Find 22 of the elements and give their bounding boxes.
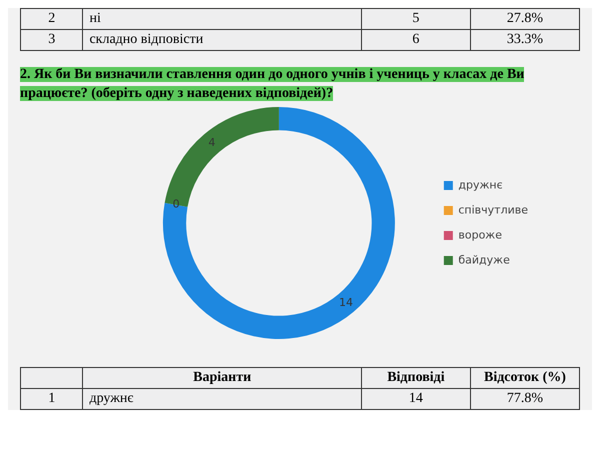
text: ні bbox=[82, 8, 362, 30]
text: дружнє bbox=[82, 388, 362, 410]
text: 2 bbox=[20, 8, 83, 30]
text: Відповіді bbox=[361, 368, 470, 388]
text: Відсоток (%) bbox=[470, 368, 580, 388]
text: 1 bbox=[20, 388, 83, 410]
text: складно відповісти bbox=[82, 30, 362, 50]
text: 33.3% bbox=[470, 30, 580, 50]
text: 3 bbox=[20, 30, 83, 50]
data-label: 14 bbox=[339, 296, 354, 309]
legend-label: дружнє bbox=[458, 178, 503, 192]
data-label: 4 bbox=[208, 136, 216, 149]
legend-label: байдуже bbox=[458, 253, 510, 266]
text: 6 bbox=[361, 30, 470, 50]
text: Варіанти bbox=[82, 368, 362, 388]
chart-title: 2. Як би Ви визначили ставлення один до одного учнів і учениць у класах де Ви працюєте? (оберіть одну з наведених відповідей)? bbox=[20, 67, 524, 101]
text: 5 bbox=[361, 8, 470, 30]
legend-label: вороже bbox=[458, 228, 502, 242]
legend-label: співчутливе bbox=[458, 203, 528, 216]
text: 27.8% bbox=[470, 8, 580, 30]
text: 77.8% bbox=[470, 388, 580, 410]
text: 14 bbox=[361, 388, 470, 410]
